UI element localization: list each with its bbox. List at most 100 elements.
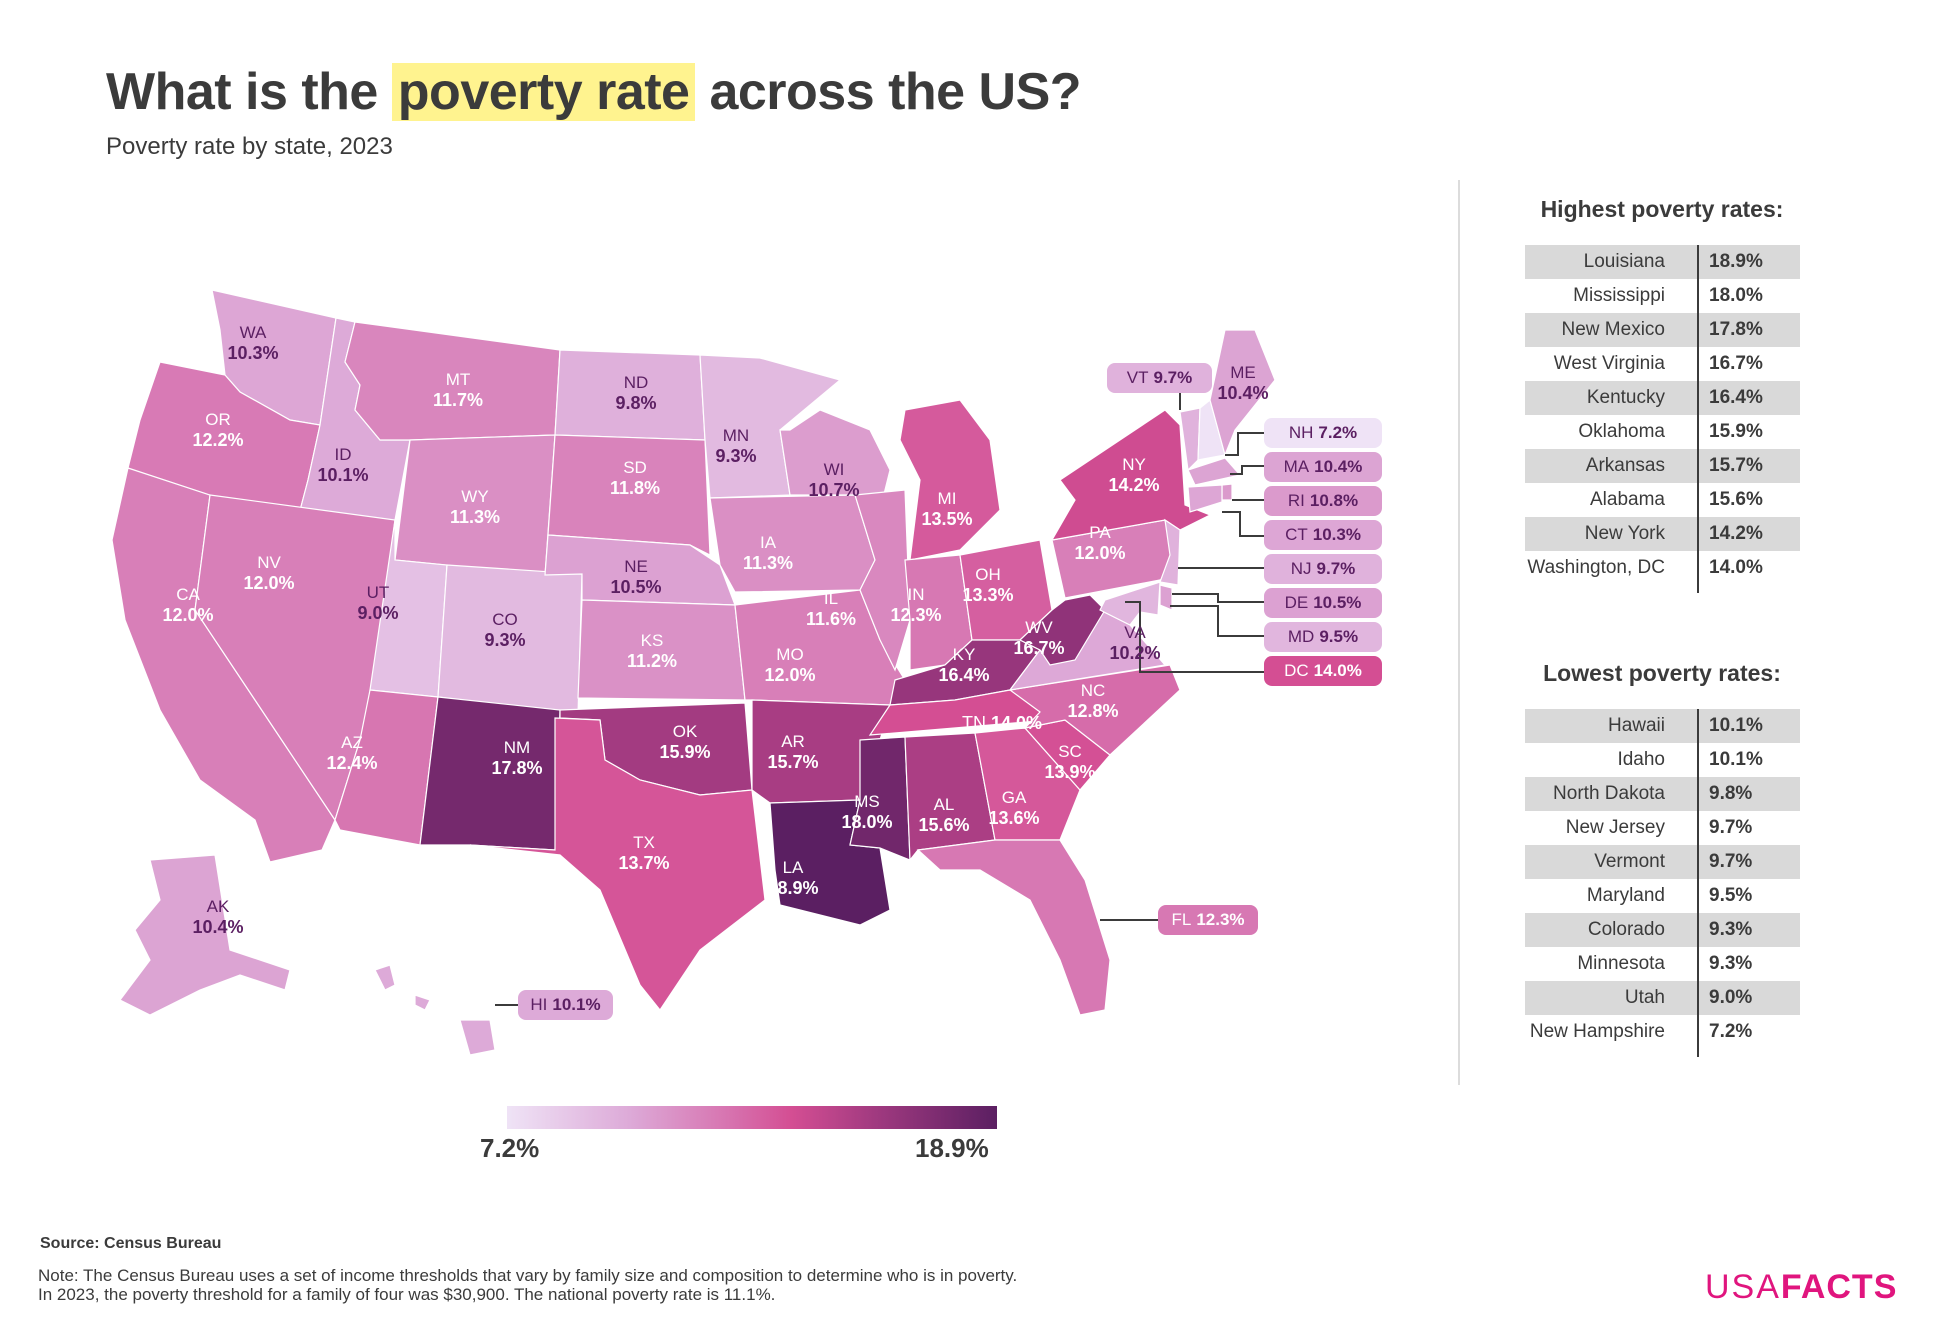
callout-value: 9.7% <box>1153 368 1193 387</box>
ranking-state-name: Vermont <box>1594 851 1665 872</box>
ranking-state-name: Louisiana <box>1583 251 1665 272</box>
callout-fl: FL 12.3% <box>1158 905 1258 935</box>
ranking-state-name: Utah <box>1624 987 1665 1008</box>
state-code-label: ME <box>1230 363 1256 382</box>
ranking-state-name: Kentucky <box>1586 387 1665 408</box>
ranking-row: North Dakota 9.8% <box>1525 777 1800 811</box>
ranking-value: 9.5% <box>1709 885 1753 906</box>
state-code-label: AR <box>781 732 805 751</box>
leader-line-nh <box>1225 432 1264 456</box>
ranking-row: Colorado 9.3% <box>1525 913 1800 947</box>
state-shape-fl <box>916 839 1111 1016</box>
state-code-label: SD <box>623 458 647 477</box>
callout-vt: VT 9.7% <box>1107 363 1212 393</box>
state-code-label: KS <box>641 631 664 650</box>
state-shape-ia <box>709 494 876 593</box>
state-value-label: 17.8% <box>491 758 542 778</box>
state-value-label: 15.9% <box>659 742 710 762</box>
usafacts-logo: USAFACTS <box>1705 1268 1897 1307</box>
page-title: What is the poverty rate across the US? <box>106 62 1082 122</box>
state-labels-layer: WA10.3%OR12.2%CA12.0%ID10.1%NV12.0%MT11.… <box>162 323 1268 937</box>
state-shape-mi <box>899 399 1001 561</box>
ranking-state-name: Oklahoma <box>1578 421 1665 442</box>
ranking-value: 9.3% <box>1709 919 1753 940</box>
state-value-label: 12.8% <box>1067 701 1118 721</box>
color-scale-max-label: 18.9% <box>915 1133 989 1163</box>
state-value-label: 13.5% <box>921 509 972 529</box>
highest-table-separator <box>1697 245 1699 593</box>
state-shape-tx <box>469 717 766 1012</box>
state-value-label: 12.0% <box>162 605 213 625</box>
ranking-state-name: New Hampshire <box>1529 1021 1665 1042</box>
state-shape-hi <box>374 964 496 1056</box>
state-code-label: WI <box>824 460 845 479</box>
ranking-value: 9.3% <box>1709 953 1753 974</box>
callout-nj: NJ 9.7% <box>1264 554 1382 584</box>
states-layer <box>111 289 1276 1056</box>
highest-rates-table: Louisiana 18.9% Mississippi 18.0% New Mexico… <box>1525 245 1800 585</box>
us-choropleth-map: WA10.3%OR12.2%CA12.0%ID10.1%NV12.0%MT11.… <box>111 289 1276 1056</box>
ranking-value: 7.2% <box>1709 1021 1753 1042</box>
state-value-label: 12.0% <box>1074 543 1125 563</box>
logo-bold: FACTS <box>1780 1268 1898 1306</box>
ranking-value: 9.7% <box>1709 851 1753 872</box>
state-code-label: LA <box>783 858 804 877</box>
ranking-row: Minnesota 9.3% <box>1525 947 1800 981</box>
lowest-table-separator <box>1697 709 1699 1057</box>
state-shape-sd <box>547 434 711 556</box>
state-value-label: 9.3% <box>715 446 756 466</box>
ranking-row: Oklahoma 15.9% <box>1525 415 1800 449</box>
ranking-state-name: Maryland <box>1586 885 1665 906</box>
state-shape-ct <box>1187 484 1223 513</box>
state-value-label: 12.0% <box>243 573 294 593</box>
state-code-label: GA <box>1002 788 1027 807</box>
state-code-label: TX <box>633 833 655 852</box>
state-value-label: 11.7% <box>433 390 483 410</box>
state-value-label: 9.8% <box>615 393 656 413</box>
ranking-row: West Virginia 16.7% <box>1525 347 1800 381</box>
state-value-label: 10.7% <box>808 480 859 500</box>
state-value-label: 11.6% <box>806 609 856 629</box>
state-value-label: 10.1% <box>317 465 368 485</box>
ranking-row: Arkansas 15.7% <box>1525 449 1800 483</box>
title-before: What is the <box>106 63 378 121</box>
state-code-label: AZ <box>341 733 363 752</box>
ranking-state-name: Colorado <box>1587 919 1665 940</box>
state-code-label: MO <box>776 645 803 664</box>
callout-value: 10.4% <box>1314 457 1363 476</box>
callout-de: DE 10.5% <box>1264 588 1382 618</box>
state-shape-nj <box>1159 518 1181 586</box>
ranking-state-name: Washington, DC <box>1527 557 1665 578</box>
state-code-label: NY <box>1122 455 1146 474</box>
callout-value: 10.8% <box>1309 491 1359 510</box>
state-code-label: UT <box>367 583 390 602</box>
ranking-state-name: New York <box>1584 523 1665 544</box>
panel-divider <box>1458 180 1460 1085</box>
state-code-label: IL <box>824 589 838 608</box>
callout-value: 9.7% <box>1316 559 1356 578</box>
state-value-label: 12.3% <box>890 605 941 625</box>
callout-value: 10.5% <box>1313 593 1362 612</box>
state-value-label: 9.0% <box>357 603 398 623</box>
state-value-label: 10.5% <box>610 577 661 597</box>
state-value-label: 11.3% <box>450 507 500 527</box>
callout-md: MD 9.5% <box>1264 622 1382 652</box>
state-code-label: MS <box>854 792 880 811</box>
ranking-row: Louisiana 18.9% <box>1525 245 1800 279</box>
state-code-label: OR <box>205 410 231 429</box>
callout-code: FL <box>1171 910 1192 929</box>
state-value-label: 18.0% <box>841 812 892 832</box>
state-value-label: 15.7% <box>767 752 818 772</box>
highest-rates-title: Highest poverty rates: <box>1540 196 1784 222</box>
ranking-value: 18.0% <box>1709 285 1763 306</box>
source-text: Source: Census Bureau <box>40 1235 222 1252</box>
callout-dc: DC 14.0% <box>1264 656 1382 686</box>
ranking-row: Alabama 15.6% <box>1525 483 1800 517</box>
ranking-row: Hawaii 10.1% <box>1525 709 1800 743</box>
logo-light: USA <box>1705 1268 1781 1306</box>
lowest-rates-title: Lowest poverty rates: <box>1543 660 1781 686</box>
callout-code: HI <box>530 995 548 1014</box>
state-code-label: CA <box>176 585 200 604</box>
ranking-value: 14.0% <box>1709 557 1763 578</box>
ranking-value: 14.2% <box>1709 523 1763 544</box>
